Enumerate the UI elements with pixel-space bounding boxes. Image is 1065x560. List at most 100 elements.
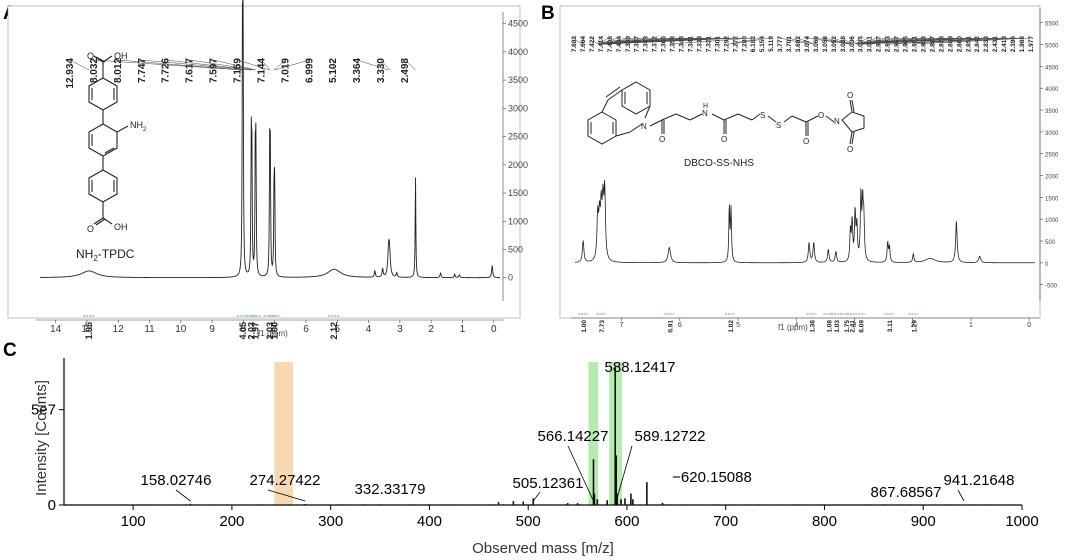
tpdc-compound-name: NH2-TPDC [76,247,135,263]
peak-label: 7.341 [687,36,694,53]
integral-value: 3.11 [887,320,894,333]
x-tick-label: 700 [713,513,738,530]
peak-label: 2.498 [400,58,411,83]
peak-label: 7.726 [161,58,172,83]
peak-label: 1.988 [1019,36,1026,53]
peak-label: 6.182 [750,36,757,53]
panel-b-spectrum-line [574,179,1035,264]
integral-value: 1.97 [251,322,261,340]
ms-peak-label: 941.21648 [944,472,1015,489]
highlight-band [274,362,294,505]
peak-label: 3.074 [804,36,811,53]
x-tick-label: 800 [812,513,837,530]
integral-value: 1.02 [728,320,735,333]
x-tick-label: 1 [969,322,973,329]
x-tick-label: 5 [736,322,740,329]
panel-b-x-unit: f1 (ppm) [778,323,808,332]
peak-label: 2.878 [938,36,945,53]
peak-label: 2.869 [947,36,954,53]
tpdc-amine: NH2 [130,120,147,133]
peak-leader [669,37,753,45]
peak-leader [864,37,986,45]
integral-value: 1.08 [826,320,833,333]
ms-label-leader [532,491,541,502]
y-tick-label: 3500 [508,75,528,85]
x-tick-label: 3 [397,324,403,335]
peak-label: 7.422 [589,36,596,53]
peak-label: 2.431 [992,36,999,53]
peak-label: 3.364 [352,58,363,83]
peak-leader [273,59,286,71]
ms-label-leader [615,445,633,502]
peak-label: 2.413 [1001,36,1008,53]
panel-c-letter: C [3,340,17,361]
ms-peak-label: 158.02746 [141,472,212,489]
dbco-compound-name: DBCO-SS-NHS [684,158,754,169]
peak-leader [332,59,335,71]
peak-label: 7.333 [696,36,703,53]
x-tick-label: 2 [911,322,915,329]
y-tick-label: 0 [508,273,513,283]
ms-label-leader [567,445,594,502]
integral-value: 1.03 [834,320,841,333]
peak-leader [779,37,810,45]
panel-a-frame [7,5,521,319]
peak-leader [380,59,390,71]
y-tick-label: 5500 [1045,22,1059,28]
y-tick-label: 2500 [508,132,528,142]
panel-b-frame [559,5,1041,319]
panel-b-letter: B [541,3,555,24]
ms-label-leader [957,489,965,502]
peak-label: 3.069 [813,36,820,53]
ms-peak-label: 274.27422 [250,472,321,489]
integral-value: 1.29 [911,320,918,333]
peak-label: 2.396 [1010,36,1017,53]
ms-label-leader [175,489,191,502]
integral-value: 2.03 [247,322,257,340]
dbco-ester-o: O [818,111,824,120]
peak-leader [69,59,90,71]
ms-peak-label: 588.12417 [605,359,676,376]
panel-a-peak-labels: 12.934 8.032 8.012 7.747 7.726 7.617 7.597 7.15… [65,58,416,89]
panel-a-integrals: 1.95 4.052.031.97 2.031.00 2.12 [83,315,341,340]
peak-leader [857,37,914,45]
dbco-nhs-n: N [834,117,840,126]
dbco-o2: O [721,135,727,144]
peak-leader [823,37,852,45]
ms-peak-label: 505.12361 [513,475,584,492]
peak-leader [581,37,584,45]
x-tick-label: 0 [1027,322,1031,329]
ms-label-leader [267,489,306,502]
peak-leader [914,37,1031,45]
peak-label: 7.019 [280,58,291,83]
dbco-amide-h: H [703,103,708,110]
integral-value: 1.36 [809,320,816,333]
peak-label: 7.617 [185,58,196,83]
peak-leader [852,37,860,45]
panel-b-integrals: 1.00 7.73 0.91 1.02 1.36 1.08 1.03 1.752.41 6.09… [578,313,919,333]
y-tick-label: 3500 [1045,109,1059,115]
peak-leader [274,59,310,71]
dbco-o5: O [847,145,853,154]
integral-value: 6.09 [858,320,865,333]
integral-value: 2.03 [265,322,275,340]
peak-label: 7.272 [732,36,739,53]
y-tick-label: 0 [48,497,56,514]
peak-label: 8.012 [113,58,124,83]
peak-label: 7.387 [634,36,641,53]
peak-label: 3.036 [849,36,856,53]
ms-peak-label: 566.14227 [538,428,609,445]
tpdc-top-o: O [87,51,94,61]
x-tick-label: 5 [334,324,340,335]
y-tick-label: 4500 [508,19,528,29]
peak-label: 7.159 [233,58,244,83]
peak-label: 7.280 [741,36,748,53]
panel-c-peak-labels: 158.02746 274.27422 332.33179 505.12361 566.… [141,359,1015,502]
panel-c-mass-spectrum: 100 200 300 400 500 600 700 800 900 1000 0 5e7 158… [31,358,1039,557]
peak-label: 7.301 [714,36,721,53]
peak-label: 5.154 [759,36,766,53]
peak-leader [597,37,618,45]
x-tick-label: 13 [81,324,93,335]
x-tick-label: 9 [209,324,215,335]
